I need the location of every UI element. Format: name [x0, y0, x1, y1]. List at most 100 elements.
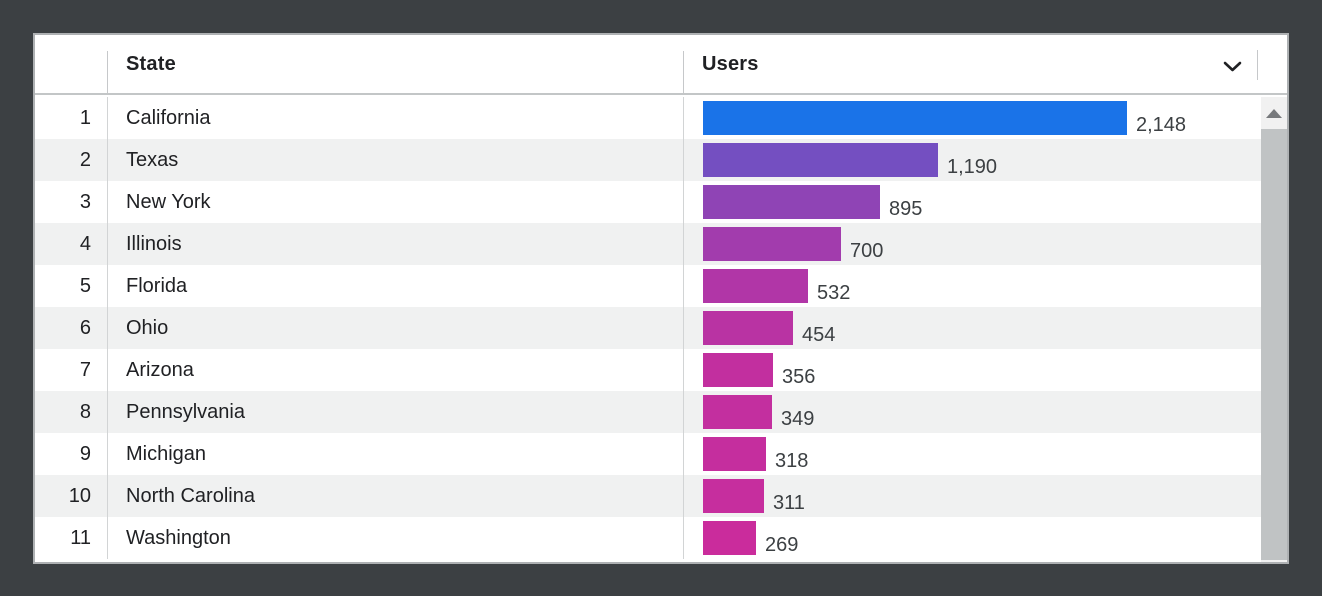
- row-users-cell: 318: [684, 433, 1287, 475]
- row-users-cell: 700: [684, 223, 1287, 265]
- users-bar: [703, 353, 773, 387]
- row-rank: 6: [79, 317, 91, 339]
- column-divider: [683, 391, 684, 433]
- row-users-cell: 356: [684, 349, 1287, 391]
- table-body: 1 California 2,148 2 Texas 1,190 3 New Y…: [35, 97, 1287, 562]
- column-divider: [107, 517, 108, 559]
- column-divider: [683, 139, 684, 181]
- column-divider: [107, 433, 108, 475]
- row-users-cell: 454: [684, 307, 1287, 349]
- state-column-header[interactable]: State: [108, 35, 683, 93]
- table-header: State Users: [35, 35, 1287, 95]
- users-bar: [703, 143, 938, 177]
- row-users-cell: 2,148: [684, 97, 1287, 139]
- row-rank: 1: [79, 107, 91, 129]
- column-divider: [683, 97, 684, 139]
- row-users-cell: 349: [684, 391, 1287, 433]
- column-divider: [107, 223, 108, 265]
- row-users-cell: 269: [684, 517, 1287, 559]
- users-bar: [703, 311, 793, 345]
- column-divider: [107, 265, 108, 307]
- users-bar: [703, 437, 766, 471]
- state-header-label: State: [126, 52, 176, 75]
- column-divider: [683, 475, 684, 517]
- table-row: 2 Texas 1,190: [35, 139, 1287, 181]
- users-header-label: Users: [702, 52, 759, 75]
- scroll-up-button[interactable]: [1261, 97, 1287, 129]
- table-row: 6 Ohio 454: [35, 307, 1287, 349]
- column-divider: [107, 391, 108, 433]
- row-rank: 9: [79, 443, 91, 465]
- row-state: Ohio: [126, 317, 169, 339]
- users-bar: [703, 101, 1127, 135]
- row-users-cell: 311: [684, 475, 1287, 517]
- row-state: Arizona: [126, 359, 194, 381]
- row-users-cell: 895: [684, 181, 1287, 223]
- row-users-cell: 532: [684, 265, 1287, 307]
- header-divider: [683, 51, 684, 93]
- row-users-value: 356: [782, 366, 816, 388]
- rank-column-header: [35, 35, 107, 93]
- table-row: 3 New York 895: [35, 181, 1287, 223]
- row-users-value: 895: [889, 198, 923, 220]
- scrollbar-thumb[interactable]: [1261, 129, 1287, 560]
- row-rank: 7: [79, 359, 91, 381]
- table-row: 7 Arizona 356: [35, 349, 1287, 391]
- users-column-header[interactable]: Users: [684, 35, 1287, 93]
- row-users-cell: 1,190: [684, 139, 1287, 181]
- row-state: North Carolina: [126, 485, 255, 507]
- row-users-value: 269: [765, 534, 799, 556]
- column-divider: [107, 97, 108, 139]
- users-bar: [703, 227, 841, 261]
- row-state: Washington: [126, 527, 231, 549]
- column-divider: [107, 349, 108, 391]
- table-row: 1 California 2,148: [35, 97, 1287, 139]
- row-users-value: 349: [781, 408, 815, 430]
- table-row: 10 North Carolina 311: [35, 475, 1287, 517]
- chevron-down-icon[interactable]: [1223, 59, 1242, 77]
- row-rank: 8: [79, 401, 91, 423]
- triangle-up-icon: [1266, 108, 1282, 118]
- users-by-state-widget: State Users 1 California 2,148 2 Texas 1…: [33, 33, 1289, 564]
- table-row: 9 Michigan 318: [35, 433, 1287, 475]
- row-rank: 3: [79, 191, 91, 213]
- row-users-value: 311: [773, 492, 805, 514]
- row-rank: 11: [70, 527, 91, 549]
- row-state: Texas: [126, 149, 179, 171]
- row-state: Illinois: [126, 233, 182, 255]
- row-users-value: 2,148: [1136, 114, 1187, 136]
- row-users-value: 1,190: [947, 156, 998, 178]
- header-divider: [1257, 50, 1258, 80]
- row-rank: 4: [79, 233, 91, 255]
- column-divider: [683, 433, 684, 475]
- row-state: New York: [126, 191, 211, 213]
- column-divider: [107, 475, 108, 517]
- column-divider: [683, 307, 684, 349]
- column-divider: [107, 139, 108, 181]
- column-divider: [683, 349, 684, 391]
- column-divider: [107, 181, 108, 223]
- row-users-value: 532: [817, 282, 851, 304]
- row-rank: 10: [68, 485, 91, 507]
- row-state: California: [126, 107, 211, 129]
- users-bar: [703, 395, 772, 429]
- vertical-scrollbar[interactable]: [1261, 97, 1287, 562]
- users-bar: [703, 185, 880, 219]
- users-bar: [703, 521, 756, 555]
- row-rank: 2: [79, 149, 91, 171]
- row-state: Michigan: [126, 443, 207, 465]
- table-row: 8 Pennsylvania 349: [35, 391, 1287, 433]
- table-row: 4 Illinois 700: [35, 223, 1287, 265]
- row-state: Florida: [126, 275, 188, 297]
- users-bar: [703, 479, 764, 513]
- row-users-value: 700: [850, 240, 884, 262]
- table-row: 5 Florida 532: [35, 265, 1287, 307]
- header-divider: [107, 51, 108, 93]
- column-divider: [107, 307, 108, 349]
- users-bar: [703, 269, 808, 303]
- row-users-value: 454: [802, 324, 836, 346]
- row-rank: 5: [79, 275, 91, 297]
- row-state: Pennsylvania: [126, 401, 245, 423]
- row-users-value: 318: [775, 450, 809, 472]
- column-divider: [683, 517, 684, 559]
